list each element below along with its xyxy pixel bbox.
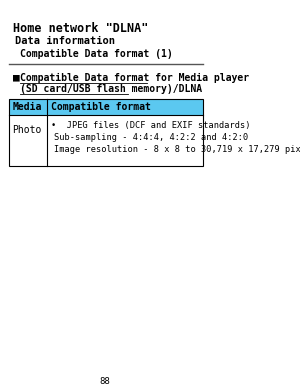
Text: ■: ■	[13, 73, 19, 83]
Text: Photo: Photo	[13, 125, 42, 135]
Text: (SD card/USB flash memory)/DLNA: (SD card/USB flash memory)/DLNA	[20, 84, 202, 94]
Text: Compatible Data format for Media player: Compatible Data format for Media player	[20, 73, 249, 83]
Text: Compatible format: Compatible format	[51, 102, 151, 112]
FancyBboxPatch shape	[9, 99, 202, 114]
Text: Media: Media	[13, 102, 42, 112]
Text: Data information: Data information	[15, 36, 116, 46]
Text: 88: 88	[99, 377, 110, 386]
Text: Image resolution - 8 x 8 to 30,719 x 17,279 pixels: Image resolution - 8 x 8 to 30,719 x 17,…	[55, 144, 300, 154]
Text: •  JPEG files (DCF and EXIF standards): • JPEG files (DCF and EXIF standards)	[51, 121, 250, 130]
Text: Home network "DLNA": Home network "DLNA"	[13, 22, 148, 35]
Text: Compatible Data format (1): Compatible Data format (1)	[20, 49, 172, 59]
Text: Sub-sampling - 4:4:4, 4:2:2 and 4:2:0: Sub-sampling - 4:4:4, 4:2:2 and 4:2:0	[55, 133, 249, 142]
